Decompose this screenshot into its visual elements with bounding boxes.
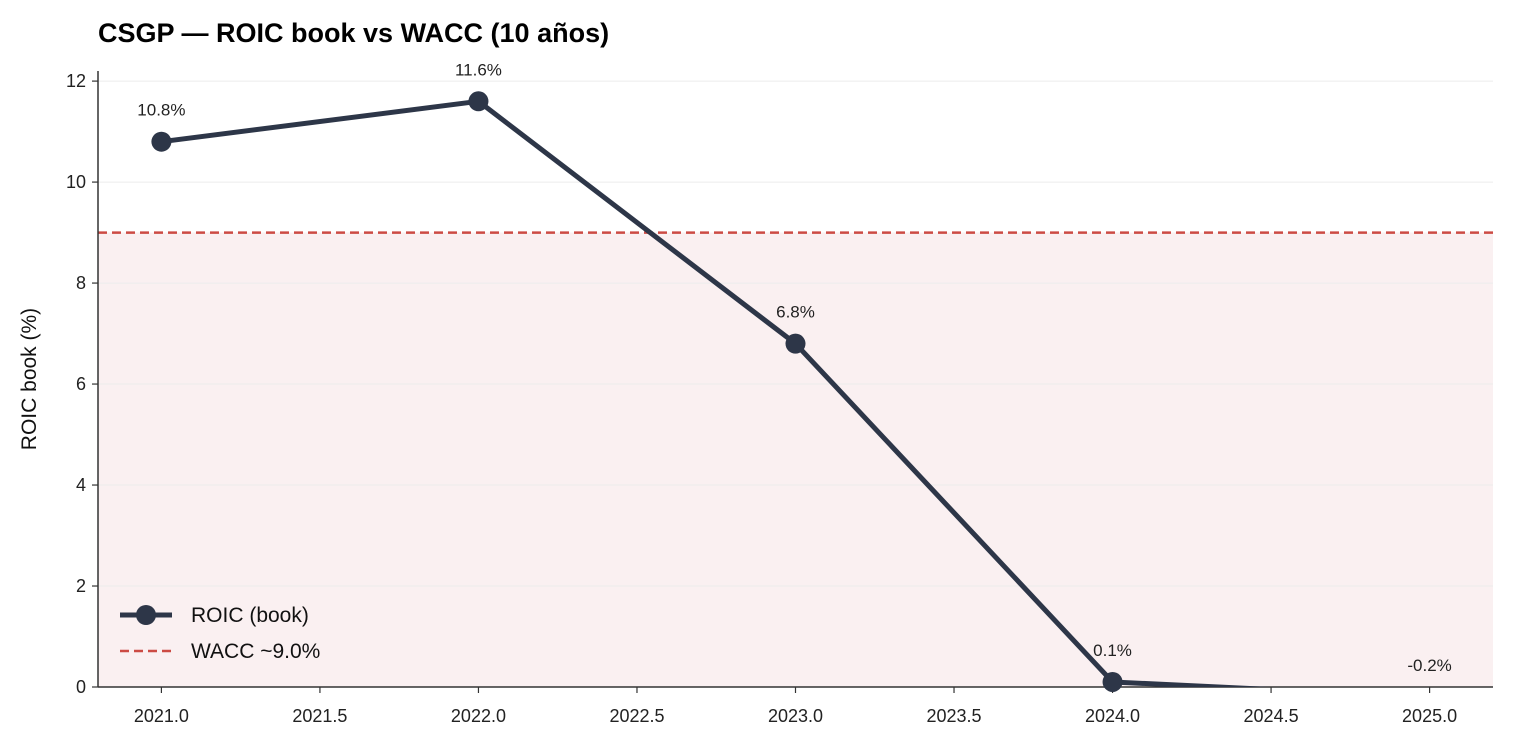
y-tick-label: 10 (66, 172, 86, 192)
roic-series (151, 91, 1271, 692)
y-tick-label: 4 (76, 475, 86, 495)
data-point (468, 91, 489, 112)
x-tick-label: 2023.0 (768, 706, 823, 726)
x-tick-label: 2024.0 (1085, 706, 1140, 726)
data-label: 6.8% (776, 303, 815, 322)
y-tick-label: 6 (76, 374, 86, 394)
chart-title: CSGP — ROIC book vs WACC (10 años) (98, 18, 609, 48)
data-label: 11.6% (455, 60, 502, 79)
data-labels: 10.8% 11.6% 6.8% 0.1% -0.2% (137, 60, 1451, 675)
x-tick-label: 2025.0 (1402, 706, 1457, 726)
y-tick-label: 2 (76, 576, 86, 596)
y-tick-label: 0 (76, 677, 86, 697)
x-axis-ticks: 2021.0 2021.5 2022.0 2022.5 2023.0 2023.5 2024… (134, 687, 1457, 726)
x-tick-label: 2024.5 (1244, 706, 1299, 726)
y-axis-ticks: 0 2 4 6 8 10 12 (66, 71, 98, 697)
legend-roic-label: ROIC (book) (191, 604, 309, 627)
data-label: 10.8% (137, 101, 185, 120)
y-axis-label: ROIC book (%) (18, 308, 41, 450)
y-tick-label: 8 (76, 273, 86, 293)
x-tick-label: 2023.5 (926, 706, 981, 726)
x-tick-label: 2022.5 (609, 706, 664, 726)
legend: ROIC (book) WACC ~9.0% (120, 604, 320, 663)
data-point (785, 333, 806, 354)
x-tick-label: 2021.5 (292, 706, 347, 726)
data-label: 0.1% (1093, 641, 1132, 660)
below-wacc-shaded-area (98, 232, 1493, 687)
y-tick-label: 12 (66, 71, 86, 91)
x-tick-label: 2022.0 (451, 706, 506, 726)
legend-wacc-label: WACC ~9.0% (191, 640, 320, 663)
x-tick-label: 2021.0 (134, 706, 189, 726)
data-point (1102, 671, 1123, 692)
data-label: -0.2% (1407, 656, 1451, 675)
data-point (151, 131, 172, 152)
legend-roic-marker (136, 605, 156, 625)
